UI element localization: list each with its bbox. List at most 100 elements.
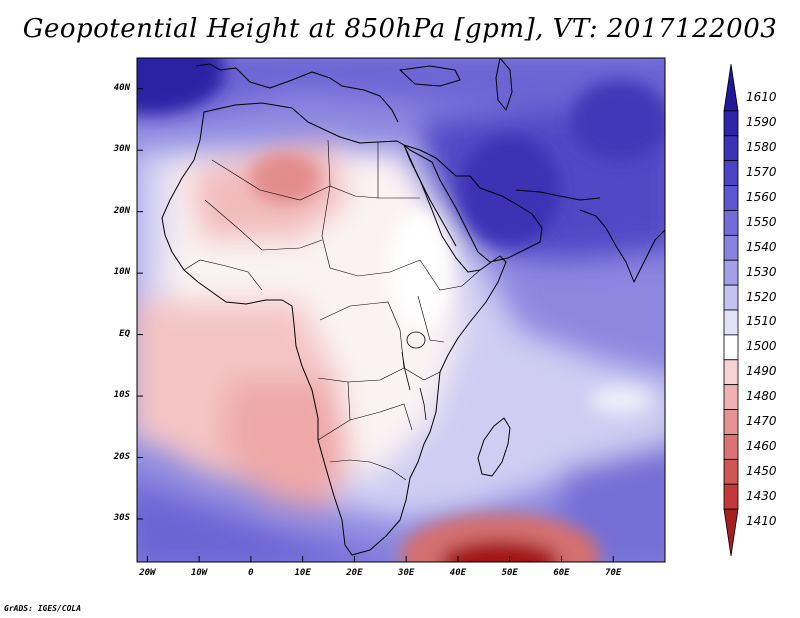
border-west-africa — [183, 259, 263, 291]
field-southern-blue — [137, 485, 388, 562]
colorbar-cell — [723, 359, 739, 386]
colorbar-cell — [723, 334, 739, 361]
lakes — [401, 331, 427, 421]
colorbar-cell — [723, 110, 739, 137]
field-east-africa-light — [390, 210, 450, 330]
colorbar-cell — [723, 210, 739, 236]
border-libya — [327, 139, 379, 199]
colorbar-label: 1560 — [746, 190, 777, 204]
colorbar-arrow-top — [723, 63, 739, 112]
colorbar-label: 1530 — [746, 264, 777, 279]
colorbar-label: 1570 — [746, 165, 777, 180]
colorbar-label: 1470 — [746, 414, 777, 428]
lake-malawi — [419, 387, 427, 421]
border-ethiopia — [419, 259, 481, 291]
border-mali — [204, 199, 263, 251]
border-tanzania — [403, 367, 441, 381]
lon-label: 40E — [449, 568, 467, 578]
field-low-outer — [400, 513, 600, 562]
africa-coastline — [161, 102, 507, 556]
colorbar-cell — [723, 434, 739, 460]
colorbar-label: 1500 — [746, 339, 777, 354]
field-se-indian-blue — [560, 443, 665, 562]
lon-label: 10W — [190, 568, 208, 578]
country-borders — [183, 139, 481, 481]
axis-ticks — [137, 88, 614, 562]
grads-credit: GrADS: IGES/COLA — [4, 604, 82, 613]
colorbar-cell — [723, 309, 739, 336]
colorbar-label: 1590 — [746, 115, 777, 130]
colorbar-label: 1460 — [746, 438, 777, 453]
colorbar-label: 1540 — [746, 239, 777, 254]
lon-label: 0 — [248, 568, 254, 578]
lat-label: EQ — [119, 328, 130, 339]
colorbar-cell — [723, 234, 739, 261]
field-arabia-deep-blue — [460, 135, 560, 245]
lon-label: 20E — [346, 568, 363, 578]
arabia-coastline — [403, 144, 543, 263]
lon-label: 70E — [605, 568, 622, 578]
europe-coastline — [195, 63, 399, 123]
lake-victoria — [406, 331, 426, 349]
field-nw-deep-blue — [137, 58, 225, 114]
border-angola — [317, 377, 351, 441]
lon-label: 50E — [501, 568, 518, 578]
lon-label: 30E — [398, 568, 415, 578]
plot-frame — [136, 57, 666, 563]
india-coastline — [579, 209, 665, 283]
colorbar-label: 1520 — [746, 289, 777, 304]
border-sudan-south — [357, 259, 421, 277]
colorbar-label: 1510 — [746, 314, 777, 329]
lon-label: 10E — [294, 568, 311, 578]
lat-label: 40N — [113, 82, 130, 93]
red-sea-coastline — [403, 144, 457, 247]
colorbar-label: 1580 — [746, 140, 777, 155]
lat-label: 10S — [113, 390, 130, 401]
lat-label: 20S — [113, 451, 130, 462]
border-kenya — [417, 295, 445, 343]
height-field — [137, 58, 665, 562]
madagascar-coastline — [477, 417, 511, 477]
lon-label: 20W — [139, 568, 156, 578]
border-algeria-south — [211, 159, 331, 201]
border-niger-nigeria — [261, 239, 323, 251]
colorbar-cell — [723, 458, 739, 485]
caspian-coastline — [495, 58, 513, 111]
lake-tanganyika — [401, 351, 411, 391]
colorbar-label: 1450 — [746, 463, 777, 478]
coastlines — [161, 58, 665, 556]
colorbar-label: 1480 — [746, 389, 777, 404]
colorbar-cell — [723, 259, 739, 286]
colorbar-cell — [723, 384, 739, 410]
field-iran-blue — [570, 80, 665, 160]
colorbar-cell — [723, 160, 739, 186]
border-zambia — [349, 403, 413, 431]
border-chad — [321, 185, 359, 277]
colorbar-label: 1410 — [746, 513, 777, 528]
iran-coastline — [515, 189, 601, 201]
border-egypt-sudan — [377, 142, 420, 199]
lon-label: 60E — [553, 568, 570, 578]
black-sea-coastline — [399, 65, 461, 87]
field-namib-pink — [220, 380, 350, 510]
colorbar-label: 1550 — [746, 214, 777, 229]
field-low-core — [440, 540, 560, 562]
border-drc — [319, 301, 405, 383]
field-indian-ocean-pale — [590, 386, 650, 414]
map-title: Geopotential Height at 850hPa [gpm], VT:… — [22, 14, 778, 44]
lat-label: 30N — [113, 144, 130, 155]
colorbar — [723, 63, 739, 557]
field-sahara-red — [250, 152, 320, 204]
colorbar-cell — [723, 135, 739, 162]
lat-label: 30S — [113, 512, 130, 523]
field-europe-blue — [137, 58, 665, 119]
colorbar-cell — [723, 284, 739, 311]
colorbar-cell — [723, 483, 739, 510]
colorbar-cell — [723, 409, 739, 435]
border-southern-africa — [329, 459, 407, 481]
colorbar-label: 1490 — [746, 364, 777, 379]
lat-label: 10N — [113, 267, 130, 278]
colorbar-label: 1610 — [746, 90, 777, 105]
colorbar-label: 1430 — [746, 488, 777, 503]
